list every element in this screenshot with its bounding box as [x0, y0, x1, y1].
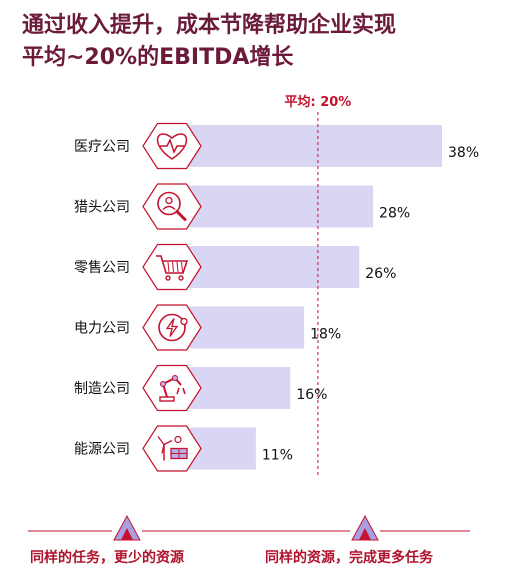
footer-right-label: 同样的资源，完成更多任务	[265, 550, 433, 566]
value-label-6: 11%	[262, 448, 293, 464]
value-label-4: 18%	[310, 327, 341, 343]
bars-layer	[180, 125, 442, 470]
hexagon-badge-4	[142, 304, 202, 351]
shopping-cart-icon	[156, 255, 189, 281]
hexagon-badge-5	[142, 364, 202, 412]
value-label-1: 38%	[448, 145, 479, 161]
recruiter-search-icon	[157, 191, 187, 221]
rows-layer: 38% 医疗公司 28% 猎头公司 26% 零售公司 18% 电力公司 16% 制造公司 11% 能源…	[74, 122, 479, 472]
category-label-5: 制造公司	[74, 381, 130, 397]
value-label-5: 16%	[296, 387, 327, 403]
value-label-3: 26%	[365, 266, 396, 282]
average-reference-label: 平均: 20%	[284, 94, 351, 110]
bar-3	[180, 246, 360, 288]
bar-1	[180, 125, 442, 167]
footer-layer	[28, 514, 470, 541]
category-label-6: 能源公司	[74, 442, 130, 458]
hexagon-badge-2	[142, 183, 202, 230]
category-label-2: 猎头公司	[74, 200, 130, 216]
chart-title-line-1: 通过收入提升，成本节降帮助企业实现	[22, 13, 397, 38]
category-label-4: 电力公司	[74, 321, 130, 337]
wind-solar-icon	[157, 435, 188, 461]
reference-line-layer: 平均: 20%	[284, 94, 351, 475]
footer-right-arrow-icon	[351, 514, 379, 541]
chart-title: 通过收入提升，成本节降帮助企业实现 平均~20%的EBITDA增长	[22, 10, 492, 74]
footer-left-label: 同样的任务，更少的资源	[30, 550, 184, 566]
value-label-2: 28%	[379, 206, 410, 222]
footer-left-arrow-icon	[113, 514, 141, 541]
power-icon	[158, 313, 188, 342]
heartbeat-icon	[156, 133, 188, 160]
category-label-1: 医疗公司	[74, 139, 130, 155]
chart-title-line-2: 平均~20%的EBITDA增长	[22, 45, 294, 70]
bar-2	[180, 185, 374, 228]
category-label-3: 零售公司	[74, 260, 130, 276]
robot-arm-icon	[159, 375, 186, 402]
